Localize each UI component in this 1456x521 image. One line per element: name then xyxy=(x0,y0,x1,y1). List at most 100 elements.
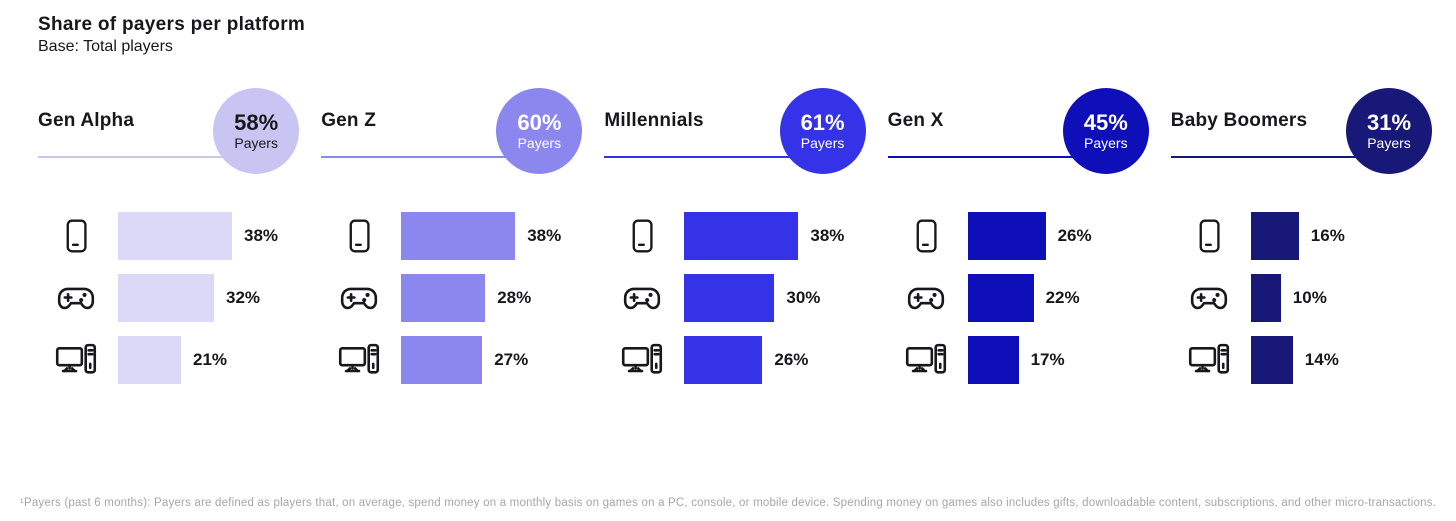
bar-console xyxy=(1250,274,1281,322)
platform-row-mobile: 26% xyxy=(888,212,1155,260)
group-underline xyxy=(1170,156,1392,158)
group-baby-boomers: Baby Boomers 31% Payers 16% 10% xyxy=(1170,88,1438,384)
desktop-pc-icon xyxy=(331,338,387,382)
bar-value-label: 21% xyxy=(193,350,228,369)
group-header: Baby Boomers 31% Payers xyxy=(1170,88,1438,174)
platform-row-pc: 27% xyxy=(321,336,588,384)
payers-caption: Payers xyxy=(517,135,562,152)
bar-value-label: 28% xyxy=(497,288,532,307)
platform-row-console: 28% xyxy=(321,274,588,322)
bar-value-label: 30% xyxy=(786,288,821,307)
group-underline xyxy=(887,156,1109,158)
bar-mobile xyxy=(401,212,516,260)
bar-value-label: 38% xyxy=(810,226,845,245)
payers-percentage: 31% xyxy=(1366,109,1412,135)
platform-row-pc: 26% xyxy=(604,336,871,384)
bar-value-label: 38% xyxy=(527,226,562,245)
platform-bars: 38% 28% 27% xyxy=(321,212,588,384)
group-label: Millennials xyxy=(604,110,704,131)
payers-share-badge: 45% Payers xyxy=(1062,88,1149,174)
payers-percentage: 45% xyxy=(1083,109,1128,135)
bar-value-label: 38% xyxy=(244,226,279,245)
bar-pc xyxy=(401,336,483,384)
platform-row-pc: 17% xyxy=(888,336,1155,384)
payers-caption: Payers xyxy=(800,135,845,152)
bar-value-label: 27% xyxy=(494,350,529,369)
payers-caption: Payers xyxy=(1084,135,1128,152)
bar-console xyxy=(967,274,1034,322)
bar-mobile xyxy=(684,212,799,260)
group-header: Millennials 61% Payers xyxy=(604,88,871,174)
group-label: Gen Alpha xyxy=(38,110,135,131)
desktop-pc-icon xyxy=(614,338,670,382)
bar-pc xyxy=(118,336,181,384)
platform-bars: 38% 30% 26% xyxy=(604,212,871,384)
group-header: Gen Alpha 58% Payers xyxy=(38,88,305,174)
smartphone-icon xyxy=(1181,214,1237,258)
group-underline xyxy=(38,156,260,158)
platform-row-console: 32% xyxy=(38,274,305,322)
group-gen-alpha: Gen Alpha 58% Payers 38% 32% xyxy=(38,88,305,384)
smartphone-icon xyxy=(898,214,954,258)
payers-caption: Payers xyxy=(1367,135,1411,152)
platform-bars: 16% 10% 14% xyxy=(1171,212,1438,384)
platform-row-mobile: 38% xyxy=(604,212,871,260)
gamepad-icon xyxy=(331,276,387,320)
payers-share-badge: 61% Payers xyxy=(779,88,866,174)
desktop-pc-icon xyxy=(898,338,954,382)
platform-row-console: 10% xyxy=(1171,274,1438,322)
payers-percentage: 58% xyxy=(234,109,279,135)
bar-value-label: 16% xyxy=(1310,226,1345,245)
bar-value-label: 26% xyxy=(1057,226,1092,245)
gamepad-icon xyxy=(1181,276,1237,320)
bar-console xyxy=(684,274,775,322)
smartphone-icon xyxy=(614,214,670,258)
platform-row-mobile: 38% xyxy=(38,212,305,260)
bar-pc xyxy=(1250,336,1293,384)
gamepad-icon xyxy=(898,276,954,320)
platform-row-console: 30% xyxy=(604,274,871,322)
bar-value-label: 26% xyxy=(774,350,809,369)
bar-value-label: 17% xyxy=(1030,350,1065,369)
group-underline xyxy=(604,156,826,158)
page-header: Share of payers per platform Base: Total… xyxy=(0,0,1456,56)
platform-bars: 26% 22% 17% xyxy=(888,212,1155,384)
platform-bars: 38% 32% 21% xyxy=(38,212,305,384)
bar-value-label: 14% xyxy=(1304,350,1339,369)
group-label: Gen Z xyxy=(321,110,377,131)
footnote: ¹Payers (past 6 months): Payers are defi… xyxy=(19,497,1437,509)
platform-row-mobile: 16% xyxy=(1171,212,1438,260)
bar-mobile xyxy=(967,212,1046,260)
payers-percentage: 60% xyxy=(517,109,562,135)
group-label: Baby Boomers xyxy=(1170,110,1308,131)
gamepad-icon xyxy=(614,276,670,320)
smartphone-icon xyxy=(331,214,387,258)
bar-value-label: 10% xyxy=(1292,288,1327,307)
bar-mobile xyxy=(1250,212,1299,260)
group-millennials: Millennials 61% Payers 38% 30% xyxy=(604,88,871,384)
platform-row-mobile: 38% xyxy=(321,212,588,260)
payers-share-badge: 60% Payers xyxy=(496,88,583,174)
platform-row-pc: 14% xyxy=(1171,336,1438,384)
smartphone-icon xyxy=(48,214,104,258)
group-header: Gen Z 60% Payers xyxy=(321,88,588,174)
group-gen-z: Gen Z 60% Payers 38% 28% xyxy=(321,88,588,384)
desktop-pc-icon xyxy=(48,338,104,382)
payers-share-badge: 31% Payers xyxy=(1346,88,1432,174)
bar-pc xyxy=(967,336,1019,384)
desktop-pc-icon xyxy=(1181,338,1237,382)
bar-mobile xyxy=(118,212,232,260)
group-header: Gen X 45% Payers xyxy=(887,88,1155,174)
platform-row-console: 22% xyxy=(888,274,1155,322)
payers-caption: Payers xyxy=(234,135,278,152)
gamepad-icon xyxy=(48,276,104,320)
group-gen-x: Gen X 45% Payers 26% 22% xyxy=(887,88,1155,384)
payers-share-badge: 58% Payers xyxy=(213,88,300,174)
bar-console xyxy=(401,274,486,322)
generation-groups: Gen Alpha 58% Payers 38% 32% xyxy=(0,88,1456,384)
group-label: Gen X xyxy=(887,110,944,131)
bar-value-label: 22% xyxy=(1045,288,1080,307)
group-underline xyxy=(321,156,543,158)
bar-pc xyxy=(684,336,763,384)
platform-row-pc: 21% xyxy=(38,336,305,384)
